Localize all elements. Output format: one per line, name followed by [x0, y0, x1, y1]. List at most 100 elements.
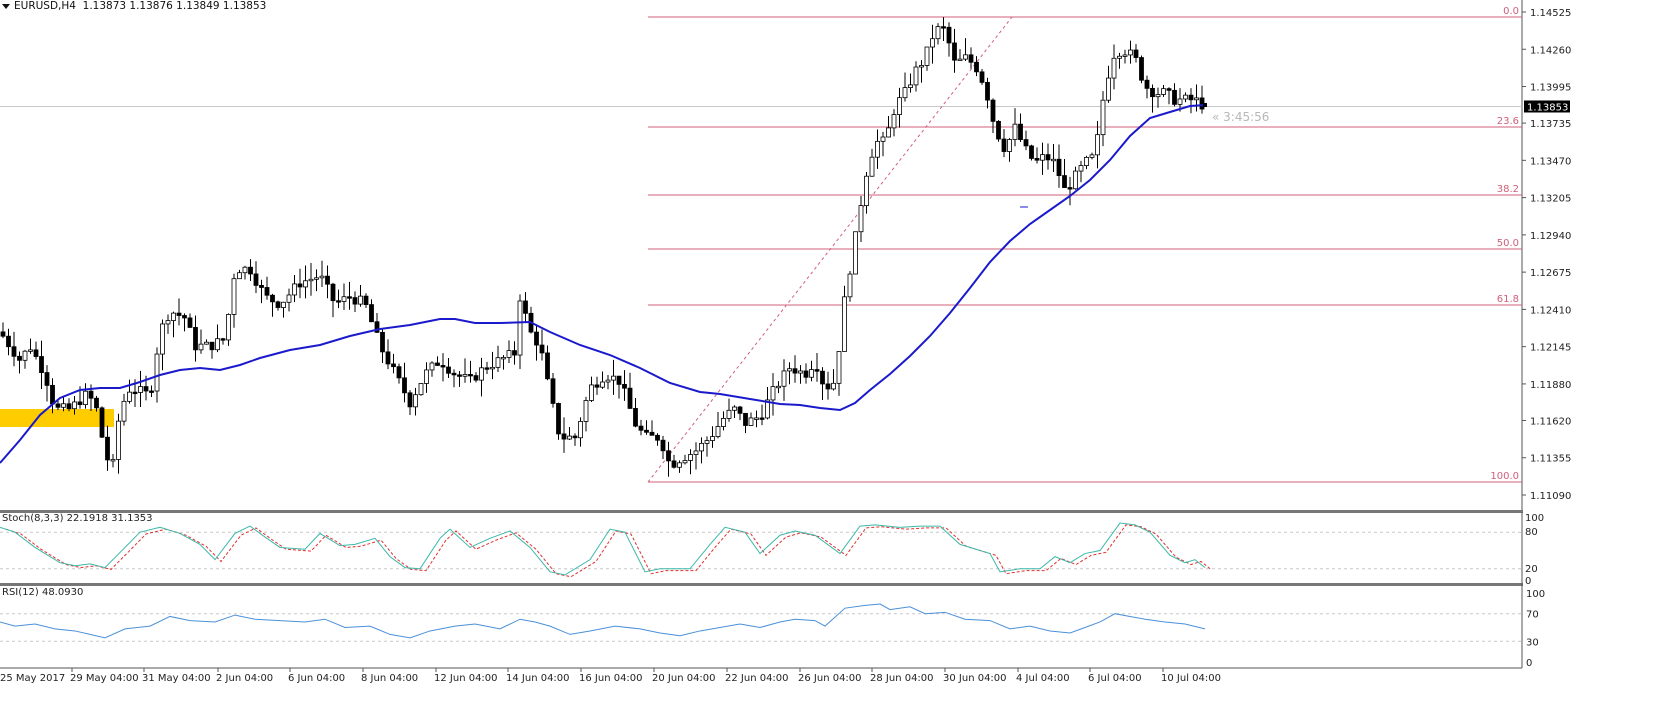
- fib-level-label: 50.0: [1497, 238, 1519, 249]
- candle: [99, 407, 105, 438]
- candle: [347, 296, 352, 299]
- candle: [644, 429, 649, 433]
- candle: [105, 436, 110, 461]
- candle: [677, 462, 682, 468]
- candle: [1073, 170, 1078, 190]
- candle: [655, 434, 660, 441]
- candle: [996, 120, 1001, 140]
- candle: [853, 231, 858, 275]
- candle: [589, 384, 594, 401]
- candle: [418, 383, 424, 396]
- fibonacci-retracement[interactable]: 0.0 23.6 38.2 50.0 61.8 100.0: [647, 6, 1522, 483]
- candle: [165, 320, 171, 325]
- candle: [682, 460, 688, 464]
- time-tick-label: 22 Jun 04:00: [725, 673, 789, 684]
- candle: [737, 406, 743, 414]
- candle: [787, 368, 792, 372]
- candle: [1062, 175, 1067, 188]
- time-tick-label: 29 May 04:00: [70, 673, 139, 684]
- candle: [341, 296, 347, 302]
- candle: [308, 278, 314, 282]
- candle: [765, 399, 770, 419]
- price-tick-label: 1.14525: [1530, 8, 1571, 19]
- candle: [149, 390, 154, 393]
- price-axis[interactable]: 1.14525 1.14260 1.13995 1.13735 1.13470 1.132…: [1522, 8, 1571, 502]
- candle: [83, 390, 88, 405]
- candle: [1084, 156, 1089, 166]
- symbol-timeframe: EURUSD,H4: [14, 0, 76, 12]
- candle: [1106, 77, 1111, 101]
- candle: [814, 369, 820, 372]
- candle: [880, 136, 886, 142]
- time-axis[interactable]: 25 May 2017 29 May 04:00 31 May 04:00 2 Jun…: [0, 668, 1221, 684]
- candle: [204, 341, 209, 345]
- candle: [72, 401, 77, 410]
- price-tick-label: 1.13470: [1530, 156, 1571, 167]
- candle: [94, 397, 99, 409]
- candlestick-series[interactable]: [0, 17, 1205, 477]
- support-zone-highlight[interactable]: [0, 409, 114, 427]
- candle: [1001, 138, 1007, 152]
- panel-separator[interactable]: [0, 583, 1523, 586]
- candle: [627, 387, 633, 409]
- candle: [237, 272, 242, 280]
- candle: [226, 314, 231, 341]
- moving-average-line[interactable]: [0, 104, 1206, 464]
- candle: [726, 409, 732, 419]
- candle: [369, 304, 374, 323]
- candle: [957, 58, 963, 62]
- time-tick-label: 26 Jun 04:00: [798, 673, 862, 684]
- candle: [198, 343, 204, 351]
- stoch-signal-line: [5, 524, 1212, 578]
- candle: [688, 454, 693, 461]
- candle: [913, 66, 919, 86]
- time-tick-label: 30 Jun 04:00: [943, 673, 1007, 684]
- candle: [231, 278, 237, 315]
- candle: [154, 353, 160, 392]
- candle: [770, 386, 776, 401]
- fib-level-label: 100.0: [1490, 471, 1519, 482]
- candle: [127, 391, 132, 402]
- candle: [11, 346, 17, 357]
- candle: [374, 321, 380, 333]
- candle: [864, 175, 869, 207]
- stochastic-panel[interactable]: 100 80 200: [0, 513, 1544, 587]
- candle: [446, 366, 451, 374]
- candle: [435, 362, 440, 366]
- dropdown-triangle-icon[interactable]: [2, 3, 10, 9]
- candle: [556, 403, 561, 435]
- stoch-axis-label: 0: [1525, 576, 1531, 587]
- rsi-panel[interactable]: 100 70 30 0: [0, 589, 1545, 669]
- candle: [314, 277, 319, 280]
- fib-trendline[interactable]: [647, 16, 1013, 483]
- candle: [259, 284, 264, 288]
- candle: [1172, 89, 1177, 105]
- candle: [451, 372, 457, 376]
- candle: [380, 331, 385, 353]
- candle: [908, 84, 913, 88]
- fib-level-label: 38.2: [1497, 184, 1519, 195]
- candle: [1166, 88, 1172, 91]
- candle: [363, 295, 369, 305]
- panel-separator[interactable]: [0, 510, 1523, 513]
- candle: [847, 273, 853, 298]
- candle: [578, 421, 583, 439]
- candle: [336, 300, 341, 303]
- candle: [33, 349, 39, 357]
- price-tick-label: 1.12410: [1530, 305, 1571, 316]
- candle: [935, 26, 941, 40]
- candle: [1122, 54, 1128, 57]
- candle: [1128, 49, 1133, 56]
- candle: [611, 375, 616, 381]
- candle: [330, 283, 336, 302]
- price-tick-label: 1.12675: [1530, 268, 1571, 279]
- candle: [193, 327, 198, 351]
- time-tick-label: 10 Jul 04:00: [1161, 673, 1221, 684]
- candle: [391, 363, 396, 368]
- time-tick-label: 28 Jun 04:00: [870, 673, 934, 684]
- candle: [792, 368, 798, 374]
- candle: [1023, 139, 1029, 147]
- candle: [1194, 97, 1199, 101]
